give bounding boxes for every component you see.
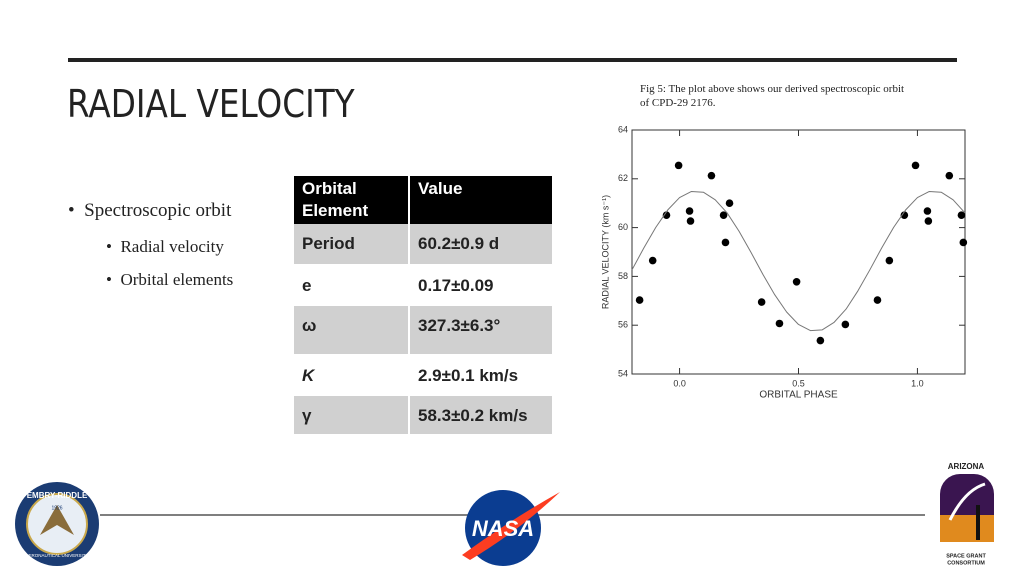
data-point (719, 211, 728, 219)
data-point (725, 199, 734, 207)
y-tick-label: 56 (618, 320, 628, 330)
table-cell: γ (294, 395, 410, 436)
table-cell: 60.2±0.9 d (409, 224, 552, 266)
table-cell: Period (294, 224, 410, 266)
table-cell: 2.9±0.1 km/s (409, 355, 552, 396)
logo-text: ARIZONA (948, 462, 985, 471)
y-axis-label: RADIAL VELOCITY (km s⁻¹) (600, 195, 610, 309)
erau-logo: EMBRY-RIDDLE AERONAUTICAL UNIVERSITY 192… (15, 482, 99, 566)
logo-text: AERONAUTICAL UNIVERSITY (25, 553, 88, 558)
data-point (685, 207, 694, 215)
table-header: Orbital Element Value (294, 176, 552, 224)
x-axis-label: ORBITAL PHASE (759, 390, 838, 401)
y-tick-label: 54 (618, 368, 628, 378)
bullet: • Spectroscopic orbit (68, 200, 232, 221)
data-point (635, 296, 644, 304)
data-point (923, 207, 932, 215)
data-point (662, 211, 671, 219)
y-tick-label: 58 (618, 271, 628, 281)
data-point (721, 238, 730, 247)
table-cell: 0.17±0.09 (409, 265, 552, 306)
azsgc-logo: ARIZONA SPACE GRANT CONSORTIUM (940, 462, 994, 566)
data-point (957, 211, 966, 219)
data-point (648, 256, 657, 265)
table-row: K 2.9±0.1 km/s (294, 355, 552, 396)
data-point (816, 336, 825, 345)
data-point (885, 256, 894, 265)
header-cell: Orbital Element (294, 176, 410, 224)
data-point (924, 217, 933, 225)
y-tick-label: 64 (618, 124, 628, 134)
sub-bullet: • Radial velocity (106, 237, 224, 256)
figure-caption: Fig 5: The plot above shows our derived … (640, 83, 905, 109)
table-cell: K (294, 355, 410, 396)
logo-text: CONSORTIUM (947, 560, 985, 566)
table-cell: ω (294, 305, 410, 356)
table-cell: e (294, 265, 410, 306)
data-point (873, 296, 882, 304)
chart: 54 56 58 60 62 64 0.0 0.5 1.0 ORBITAL PHASE RADIAL… (600, 124, 968, 401)
table-row: Period 60.2±0.9 d (294, 224, 552, 266)
data-point (757, 298, 766, 306)
data-point (686, 217, 695, 225)
table-row: e 0.17±0.09 (294, 265, 552, 306)
data-point (900, 211, 909, 219)
data-point (911, 161, 920, 170)
logo-text: NASA (472, 516, 534, 541)
data-point (792, 277, 801, 286)
y-tick-label: 62 (618, 173, 628, 183)
logo-text: SPACE GRANT (946, 553, 986, 559)
bullet-text: Spectroscopic orbit (84, 200, 232, 221)
table-row: ω 327.3±6.3° (294, 305, 552, 356)
slide-title: RADIAL VELOCITY (67, 82, 355, 126)
header-cell: Value (409, 176, 552, 224)
top-rule (68, 58, 957, 62)
x-tick-label: 0.5 (792, 378, 805, 388)
data-point (841, 320, 850, 329)
fit-curve (631, 190, 966, 332)
data-point (775, 319, 784, 328)
sub-bullet: • Orbital elements (106, 270, 234, 289)
table-cell: 58.3±0.2 km/s (409, 395, 552, 436)
table-cell: 327.3±6.3° (409, 305, 552, 356)
x-tick-label: 1.0 (911, 378, 924, 388)
data-point (945, 171, 954, 180)
logo-text: 1926 (51, 505, 62, 511)
bullet-text: Orbital elements (120, 270, 234, 289)
table-row: γ 58.3±0.2 km/s (294, 395, 552, 436)
logo-text: EMBRY-RIDDLE (27, 491, 88, 500)
x-tick-label: 0.0 (673, 378, 686, 388)
data-point (707, 171, 716, 180)
data-point (959, 238, 968, 247)
data-point (674, 161, 683, 170)
orbit-table: Orbital Element Value Period 60.2±0.9 d e 0.… (294, 176, 552, 436)
y-tick-label: 60 (618, 222, 628, 232)
bullet-text: Radial velocity (120, 237, 224, 256)
nasa-logo: NASA (462, 490, 560, 566)
